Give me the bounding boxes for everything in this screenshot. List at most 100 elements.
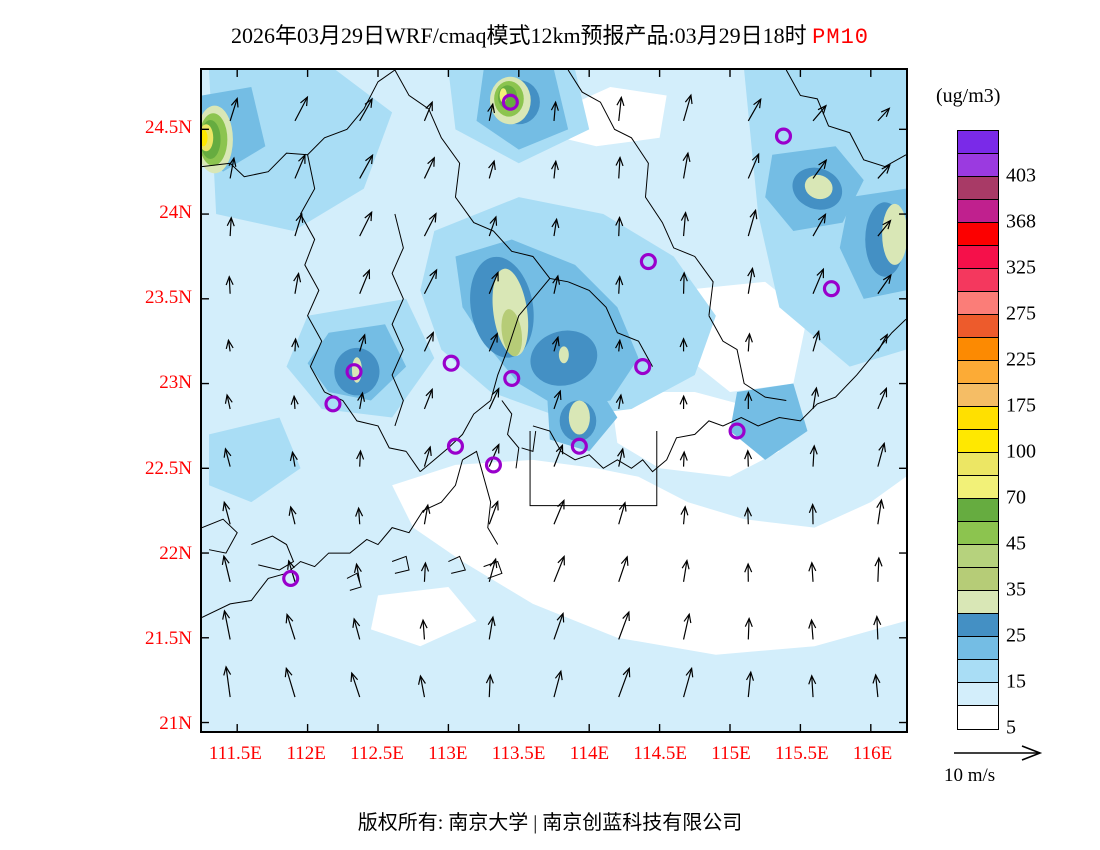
- clean-air-pocket-sw: [370, 586, 477, 647]
- wind-vector: [747, 266, 756, 294]
- map-plot-area[interactable]: [200, 68, 908, 733]
- colorbar-cell: [958, 706, 998, 729]
- wind-vector: [747, 152, 760, 179]
- city-marker[interactable]: [446, 437, 465, 455]
- wind-vector: [680, 505, 689, 525]
- wind-vector: [488, 159, 496, 179]
- colorbar-tick-label: 275: [1006, 302, 1036, 325]
- colorbar-cell: [958, 292, 998, 315]
- copyright-footer: 版权所有: 南京大学 | 南京创蓝科技有限公司: [357, 812, 743, 834]
- wind-vector: [284, 666, 296, 698]
- wind-vector: [294, 212, 304, 237]
- wind-vector: [285, 613, 296, 640]
- wind-vector: [488, 332, 498, 352]
- city-marker[interactable]: [442, 354, 460, 372]
- administrative-boundary: [299, 154, 325, 393]
- city-marker[interactable]: [484, 456, 502, 474]
- wind-vector: [224, 393, 233, 410]
- colorbar-tick-label: 175: [1006, 394, 1036, 417]
- wind-vector: [487, 102, 496, 122]
- administrative-boundary: [202, 70, 396, 178]
- administrative-boundary: [448, 555, 466, 574]
- wind-vector: [615, 338, 624, 352]
- x-axis-tick-label: 111.5E: [208, 743, 262, 764]
- wind-vector: [877, 273, 892, 295]
- x-axis-tick-label: 113E: [428, 743, 468, 764]
- wind-vector: [488, 387, 500, 410]
- city-marker[interactable]: [634, 358, 652, 376]
- wind-vector: [485, 673, 494, 698]
- city-marker[interactable]: [503, 369, 521, 387]
- band-45-prd-speck: [558, 346, 569, 364]
- city-marker[interactable]: [501, 93, 519, 111]
- wind-vector: [744, 332, 753, 352]
- wind-vector: [679, 394, 688, 409]
- y-axis-tick-label: 23.5N: [145, 287, 192, 309]
- administrative-boundary: [521, 430, 537, 453]
- wind-vector: [423, 156, 435, 179]
- wind-vector: [553, 498, 565, 525]
- wind-vector: [615, 275, 624, 294]
- wind-vector: [293, 271, 302, 294]
- administrative-boundary: [567, 281, 653, 367]
- colorbar-cell: [958, 660, 998, 683]
- wind-vector: [223, 665, 232, 698]
- wind-vector: [877, 219, 892, 237]
- wind-vector: [743, 506, 753, 525]
- title-main-text: 2026年03月29日WRF/cmaq模式12km预报产品:03月29日18时: [231, 23, 807, 48]
- colorbar[interactable]: [957, 130, 999, 730]
- colorbar-tick-label: 225: [1006, 348, 1036, 371]
- wind-vector: [808, 618, 817, 640]
- x-axis-tick-label: 114.5E: [633, 743, 688, 764]
- page-title: 2026年03月29日WRF/cmaq模式12km预报产品:03月29日18时 …: [0, 18, 1100, 50]
- wind-vector: [225, 275, 234, 294]
- city-marker[interactable]: [728, 422, 746, 440]
- administrative-boundary: [394, 70, 569, 283]
- colorbar-cell: [958, 361, 998, 384]
- wind-vector: [682, 151, 691, 179]
- city-marker[interactable]: [282, 569, 300, 587]
- wind-vector: [682, 93, 693, 122]
- wind-vector: [353, 562, 362, 582]
- city-marker[interactable]: [324, 395, 342, 413]
- y-axis-tick-label: 21.5N: [145, 628, 192, 650]
- wind-vector: [551, 335, 560, 352]
- wind-vector: [812, 158, 828, 179]
- wind-vector: [876, 498, 885, 525]
- wind-vector: [229, 97, 239, 122]
- wind-vector: [419, 618, 428, 640]
- wind-vector: [553, 443, 564, 467]
- colorbar-cell: [958, 476, 998, 499]
- wind-vector: [618, 501, 627, 525]
- wind-vector: [744, 391, 753, 409]
- city-marker[interactable]: [345, 363, 363, 381]
- city-marker[interactable]: [570, 437, 588, 455]
- city-marker[interactable]: [822, 280, 840, 298]
- wind-vector: [616, 95, 625, 121]
- wind-legend-label: 10 m/s: [944, 765, 996, 786]
- wind-vector: [617, 447, 625, 467]
- colorbar-cell: [958, 177, 998, 200]
- colorbar-cell: [958, 384, 998, 407]
- colorbar-units-label: (ug/m3): [936, 85, 1001, 107]
- wind-vector: [618, 666, 631, 698]
- wind-vector: [423, 331, 434, 352]
- wind-vector: [812, 267, 824, 294]
- wind-vector: [423, 445, 432, 467]
- city-marker[interactable]: [639, 252, 657, 271]
- maritime-boundary-box: [529, 431, 658, 507]
- wind-vector: [682, 612, 692, 640]
- x-axis-tick-label: 116E: [852, 743, 893, 764]
- wind-vector: [356, 449, 365, 467]
- wind-vector: [289, 450, 298, 467]
- colorbar-cell: [958, 223, 998, 246]
- wind-vector: [552, 274, 561, 294]
- colorbar-cell: [958, 338, 998, 361]
- wind-vector: [615, 393, 624, 410]
- city-marker[interactable]: [774, 127, 793, 145]
- wind-vector: [873, 615, 882, 640]
- wind-vector: [809, 444, 818, 467]
- colorbar-cell: [958, 568, 998, 591]
- y-axis-tick-label: 24.5N: [145, 116, 192, 138]
